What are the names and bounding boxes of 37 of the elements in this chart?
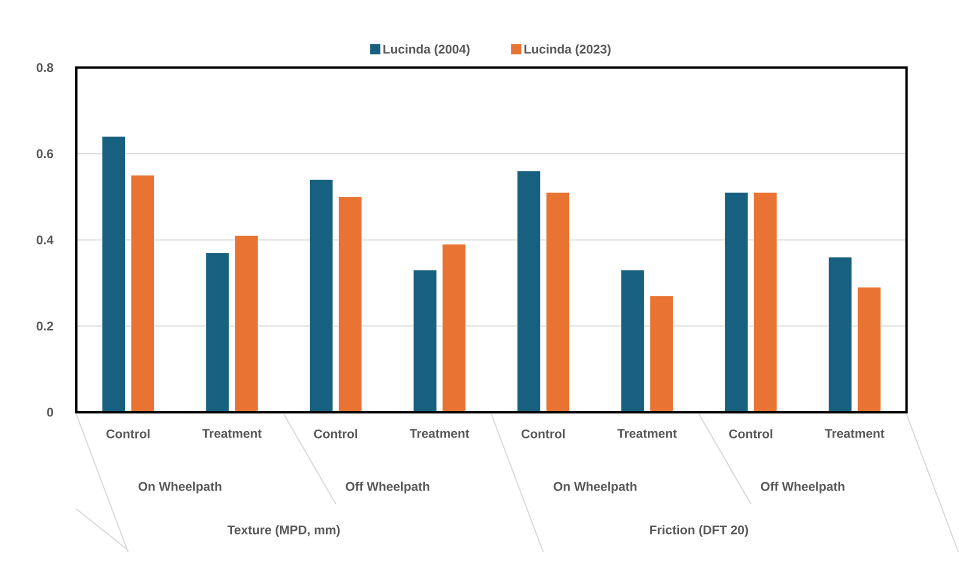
legend-label: Lucinda (2004) — [383, 44, 470, 56]
bar — [130, 175, 154, 413]
bar — [442, 244, 466, 413]
y-tick-label: 0.4 — [36, 236, 54, 244]
legend-label: Lucinda (2023) — [524, 44, 611, 56]
x-tick-label: Control — [522, 429, 565, 438]
x-tick-label: Treatment — [617, 429, 677, 438]
text: On Wheelpath — [554, 482, 636, 494]
x-tick-label: Control — [314, 429, 358, 438]
bar — [309, 179, 334, 413]
text: Friction (DFT 20) — [650, 525, 748, 537]
x-tick-label: Control — [729, 429, 772, 438]
bar — [620, 270, 644, 413]
bar — [546, 192, 570, 413]
y-tick-label: 0.6 — [36, 149, 54, 158]
y-tick-label: 0.2 — [36, 322, 54, 331]
bar — [206, 252, 230, 413]
bar — [413, 270, 437, 413]
bar — [517, 170, 541, 413]
bar — [234, 236, 258, 413]
y-tick-label: 0.8 — [36, 63, 54, 72]
bar — [754, 192, 778, 413]
bar — [828, 257, 852, 413]
bar — [102, 136, 126, 413]
x-tick-label: Treatment — [202, 429, 262, 438]
x-tick-label: Treatment — [410, 429, 470, 438]
text: Texture (MPD, mm) — [227, 525, 340, 537]
text: Off Wheelpath — [346, 482, 430, 494]
text: Off Wheelpath — [760, 482, 844, 494]
x-tick-label: Control — [106, 429, 150, 438]
bar — [650, 296, 674, 413]
x-tick-label: Treatment — [824, 429, 884, 438]
bar — [338, 196, 362, 413]
bar — [724, 192, 748, 413]
y-tick-label: 0 — [47, 408, 54, 417]
bar — [857, 287, 881, 413]
text: On Wheelpath — [138, 482, 222, 494]
